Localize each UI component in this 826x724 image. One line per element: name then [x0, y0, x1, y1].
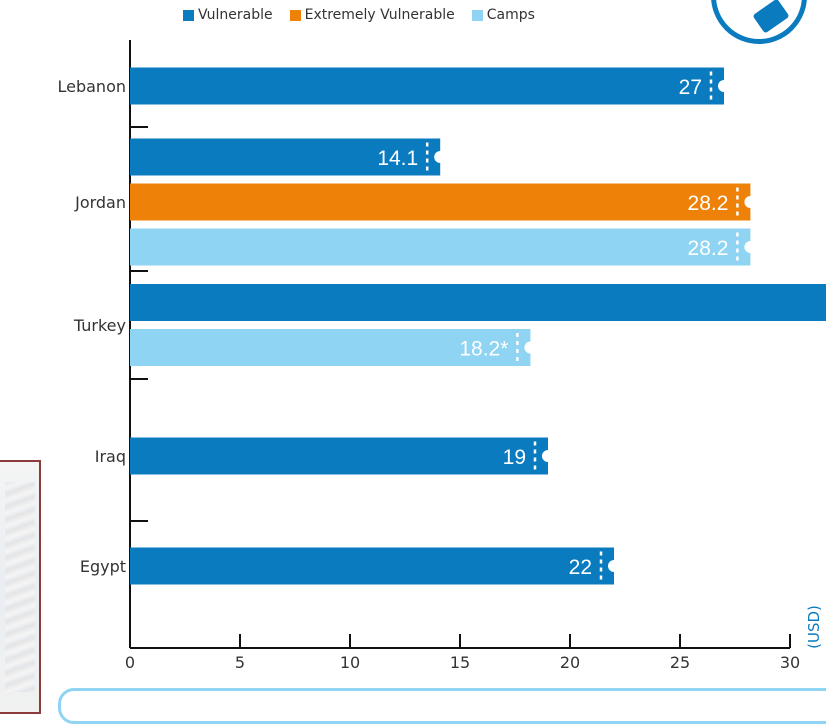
legend-item-vulnerable: Vulnerable — [183, 7, 273, 23]
map-thumbnail-edge — [0, 460, 41, 714]
data-label-lebanon-vulnerable: 27 — [679, 76, 702, 99]
x-tick-label: 0 — [125, 653, 135, 672]
x-tick-label: 10 — [340, 653, 360, 672]
bar-jordan-extremely-vulnerable-stub — [734, 183, 751, 221]
legend-swatch-extremely-vulnerable — [289, 9, 301, 21]
bar-egypt-vulnerable — [130, 547, 606, 585]
data-label-egypt-vulnerable: 22 — [569, 556, 592, 579]
chart-legend: Vulnerable Extremely Vulnerable Camps — [183, 7, 552, 23]
data-label-turkey-camps: 18.2* — [459, 338, 508, 361]
legend-item-extremely-vulnerable: Extremely Vulnerable — [289, 7, 455, 23]
category-label-lebanon: Lebanon — [57, 77, 126, 96]
x-tick-label: 20 — [560, 653, 580, 672]
legend-label-extremely-vulnerable: Extremely Vulnerable — [304, 7, 455, 23]
bar-jordan-vulnerable — [130, 138, 433, 176]
legend-label-vulnerable: Vulnerable — [198, 7, 273, 23]
bar-egypt-vulnerable-stub — [598, 547, 614, 585]
category-label-egypt: Egypt — [80, 557, 126, 576]
data-label-iraq-vulnerable: 19 — [503, 446, 526, 469]
bar-lebanon-vulnerable-stub — [708, 67, 724, 105]
bar-lebanon-vulnerable — [130, 67, 716, 105]
bar-turkey-camps-stub — [514, 329, 531, 366]
category-label-jordan: Jordan — [74, 193, 126, 212]
x-tick-label: 5 — [235, 653, 245, 672]
x-tick-label: 30 — [780, 653, 800, 672]
legend-label-camps: Camps — [486, 7, 535, 23]
x-axis-unit-label: (USD) — [805, 605, 823, 649]
bar-iraq-vulnerable-stub — [532, 437, 548, 475]
data-label-jordan-extremely-vulnerable: 28.2 — [688, 192, 729, 215]
bar-jordan-extremely-vulnerable — [130, 183, 743, 221]
legend-item-camps: Camps — [471, 7, 535, 23]
bar-jordan-vulnerable-stub — [424, 138, 441, 176]
category-label-iraq: Iraq — [95, 447, 126, 466]
bar-iraq-vulnerable — [130, 437, 540, 475]
data-label-jordan-vulnerable: 14.1 — [377, 147, 418, 170]
bar-chart: 0 5 10 15 20 25 30 (USD) Lebanon 27 Jordan 14.1 28.2… — [57, 40, 826, 672]
bar-turkey-camps — [130, 329, 523, 366]
bar-jordan-camps-stub — [734, 228, 751, 266]
legend-swatch-camps — [471, 9, 483, 21]
category-label-turkey: Turkey — [73, 316, 126, 335]
x-tick-label: 25 — [670, 653, 690, 672]
bar-turkey-vulnerable — [130, 284, 826, 321]
bottom-info-band — [58, 688, 826, 724]
data-label-jordan-camps: 28.2 — [688, 237, 729, 260]
map-texture — [5, 482, 35, 692]
legend-swatch-vulnerable — [183, 9, 194, 21]
bar-jordan-camps — [130, 228, 743, 266]
x-tick-label: 15 — [450, 653, 470, 672]
